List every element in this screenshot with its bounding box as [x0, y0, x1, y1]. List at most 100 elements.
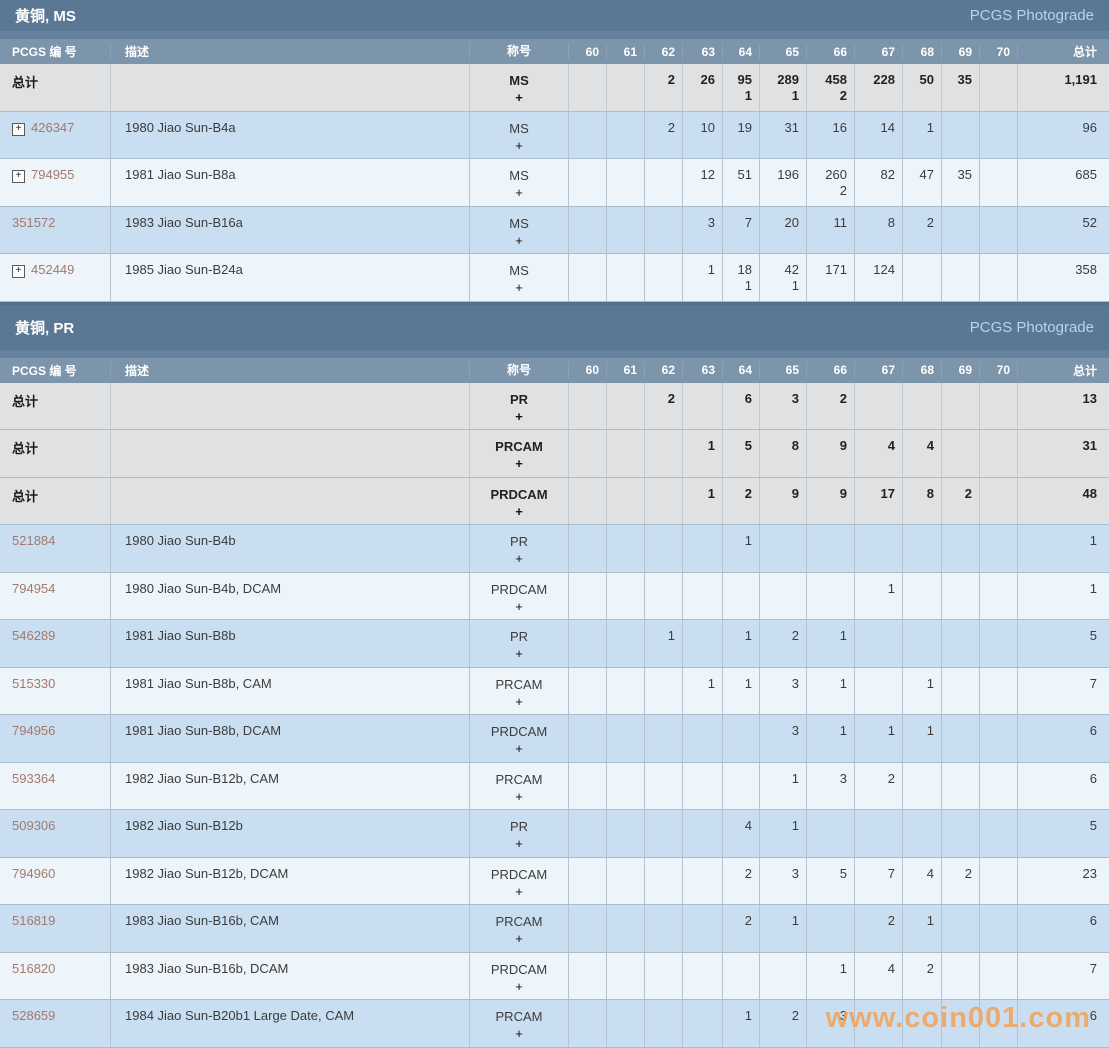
- grade-cell-68: 4: [903, 857, 942, 904]
- designation-label: MS: [509, 168, 529, 183]
- pcgs-number-link[interactable]: 452449: [31, 262, 75, 277]
- grade-cell-64: 2: [723, 477, 760, 524]
- grade-count: 3: [839, 770, 847, 786]
- pcgs-number-link[interactable]: 528659: [12, 1008, 56, 1023]
- grade-cell-65: 8: [760, 430, 807, 477]
- expand-plus-icon[interactable]: +: [12, 265, 25, 278]
- pcgs-number-link[interactable]: 794956: [12, 723, 56, 738]
- grade-cell-65: 9: [760, 477, 807, 524]
- grade-cell-60: [569, 254, 607, 301]
- row-total-cell: 23: [1082, 865, 1097, 881]
- photograde-link[interactable]: PCGS Photograde: [969, 7, 1094, 24]
- pcgs-number-link[interactable]: 794960: [12, 865, 56, 881]
- table-row: 515330 1981 Jiao Sun-B8b, CAM PRCAM +1 1 3 1 1 7: [0, 667, 1109, 715]
- pcgs-number-cell: 593364: [0, 763, 110, 810]
- pcgs-number-link[interactable]: 351572: [12, 214, 56, 230]
- grade-cell-61: [607, 206, 645, 253]
- grade-count: 5: [839, 865, 847, 881]
- designation-cell: PRCAM +: [469, 667, 569, 714]
- designation-cell: PRDCAM +: [469, 952, 569, 999]
- grade-count: 289: [777, 72, 799, 87]
- grade-count: 26: [700, 72, 715, 87]
- grade-cell-61: [607, 620, 645, 667]
- grade-cell-69: 2: [942, 477, 980, 524]
- grade-count: 14: [880, 119, 895, 135]
- pcgs-number-link[interactable]: 426347: [31, 119, 75, 135]
- grade-column-header-70: 70: [980, 43, 1018, 60]
- pcgs-number-link[interactable]: 516819: [12, 913, 56, 928]
- designation-plus: +: [515, 232, 523, 248]
- pcgs-number-link[interactable]: 794954: [12, 580, 56, 596]
- description-cell: [110, 64, 469, 111]
- designation-plus: +: [515, 883, 523, 899]
- total-row-label: 总计: [12, 488, 39, 504]
- designation-label: PR: [509, 534, 529, 549]
- grade-count: 1: [839, 723, 847, 738]
- table-title-bar: 黄铜, PR PCGS Photograde: [0, 304, 1109, 350]
- grade-cell-67: 17: [855, 477, 903, 524]
- population-table: 黄铜, MS PCGS Photograde PCGS 编 号描述 称号 60 61 62 6…: [0, 0, 1109, 305]
- pcgs-number-link[interactable]: 521884: [12, 533, 56, 548]
- grade-cell-67: [855, 667, 903, 714]
- grade-cell-63: [683, 620, 723, 667]
- grade-cell-67: 14: [855, 111, 903, 158]
- pcgs-number-link[interactable]: 794955: [31, 167, 75, 182]
- designation-plus: +: [515, 741, 523, 756]
- expand-plus-icon[interactable]: +: [12, 122, 25, 136]
- pcgs-number-link[interactable]: 515330: [12, 675, 56, 691]
- grade-cell-68: 2: [903, 206, 942, 253]
- pcgs-number-link[interactable]: 593364: [12, 770, 56, 786]
- grade-count: 4: [744, 818, 752, 833]
- pcgs-number-link[interactable]: 516820: [12, 960, 56, 976]
- pcgs-number-cell: 516819: [0, 905, 110, 952]
- grade-plus-count: 1: [791, 88, 799, 103]
- grade-cell-63: [683, 572, 723, 619]
- grade-cell-67: 124: [855, 254, 903, 301]
- designation-cell: PRCAM +: [469, 762, 569, 809]
- designation-column-header: 称号: [469, 43, 569, 60]
- grade-cell-62: [645, 857, 683, 904]
- grade-cell-61: [607, 64, 645, 111]
- table-title-bar: 黄铜, MS PCGS Photograde: [0, 0, 1109, 31]
- designation-cell: PRDCAM +: [469, 572, 569, 619]
- pcgs-number-link[interactable]: 546289: [12, 628, 56, 643]
- grade-column-header-67: 67: [855, 362, 903, 378]
- grade-cell-60: [569, 382, 607, 429]
- grade-cell-63: 1: [683, 477, 723, 524]
- grade-cell-65: 3: [760, 382, 807, 429]
- grade-cell-60: [569, 952, 607, 999]
- grade-cell-61: [607, 762, 645, 809]
- grade-cell-63: [683, 715, 723, 762]
- grade-plus-count: 1: [744, 278, 752, 293]
- grade-count: 2: [791, 1008, 799, 1023]
- photograde-link[interactable]: PCGS Photograde: [969, 318, 1094, 336]
- population-table: 黄铜, PR PCGS Photograde PCGS 编 号描述 称号 60 61 62 6…: [0, 304, 1109, 1048]
- grade-count: 1: [887, 580, 895, 596]
- row-total-cell: 5: [1089, 628, 1097, 643]
- grade-cell-65: 1: [760, 762, 807, 809]
- grade-count: 171: [825, 262, 847, 277]
- total-row-label: 总计: [12, 75, 39, 90]
- grade-cell-68: 2: [903, 952, 942, 999]
- designation-cell: PRDCAM +: [469, 857, 569, 904]
- grade-cell-64: 6: [723, 382, 760, 429]
- grade-cell-70: [980, 857, 1018, 904]
- designation-cell: PRCAM +: [469, 430, 569, 477]
- grade-count: 47: [919, 167, 934, 182]
- grade-plus-count: 2: [839, 88, 847, 103]
- grade-cell-66: 1: [807, 952, 855, 999]
- grade-cell-62: [645, 572, 683, 619]
- column-header-row: PCGS 编 号 描述 称号 60 61 62 63 64 65 66 67 68 69 70 总计: [0, 39, 1109, 64]
- designation-label: PRCAM: [495, 676, 543, 692]
- grade-count: 4: [926, 438, 934, 453]
- designation-plus: +: [515, 1026, 523, 1041]
- grade-column-header-60: 60: [569, 43, 607, 60]
- grade-count: 9: [839, 485, 847, 501]
- expand-plus-icon[interactable]: +: [12, 170, 25, 183]
- grade-cell-62: [645, 525, 683, 572]
- grade-column-header-63: 63: [683, 362, 723, 378]
- table-row: 794954 1980 Jiao Sun-B4b, DCAM PRDCAM +1 1: [0, 572, 1109, 620]
- pcgs-number-cell: 546289: [0, 620, 110, 667]
- designation-plus: +: [515, 693, 523, 709]
- pcgs-number-link[interactable]: 509306: [12, 818, 56, 833]
